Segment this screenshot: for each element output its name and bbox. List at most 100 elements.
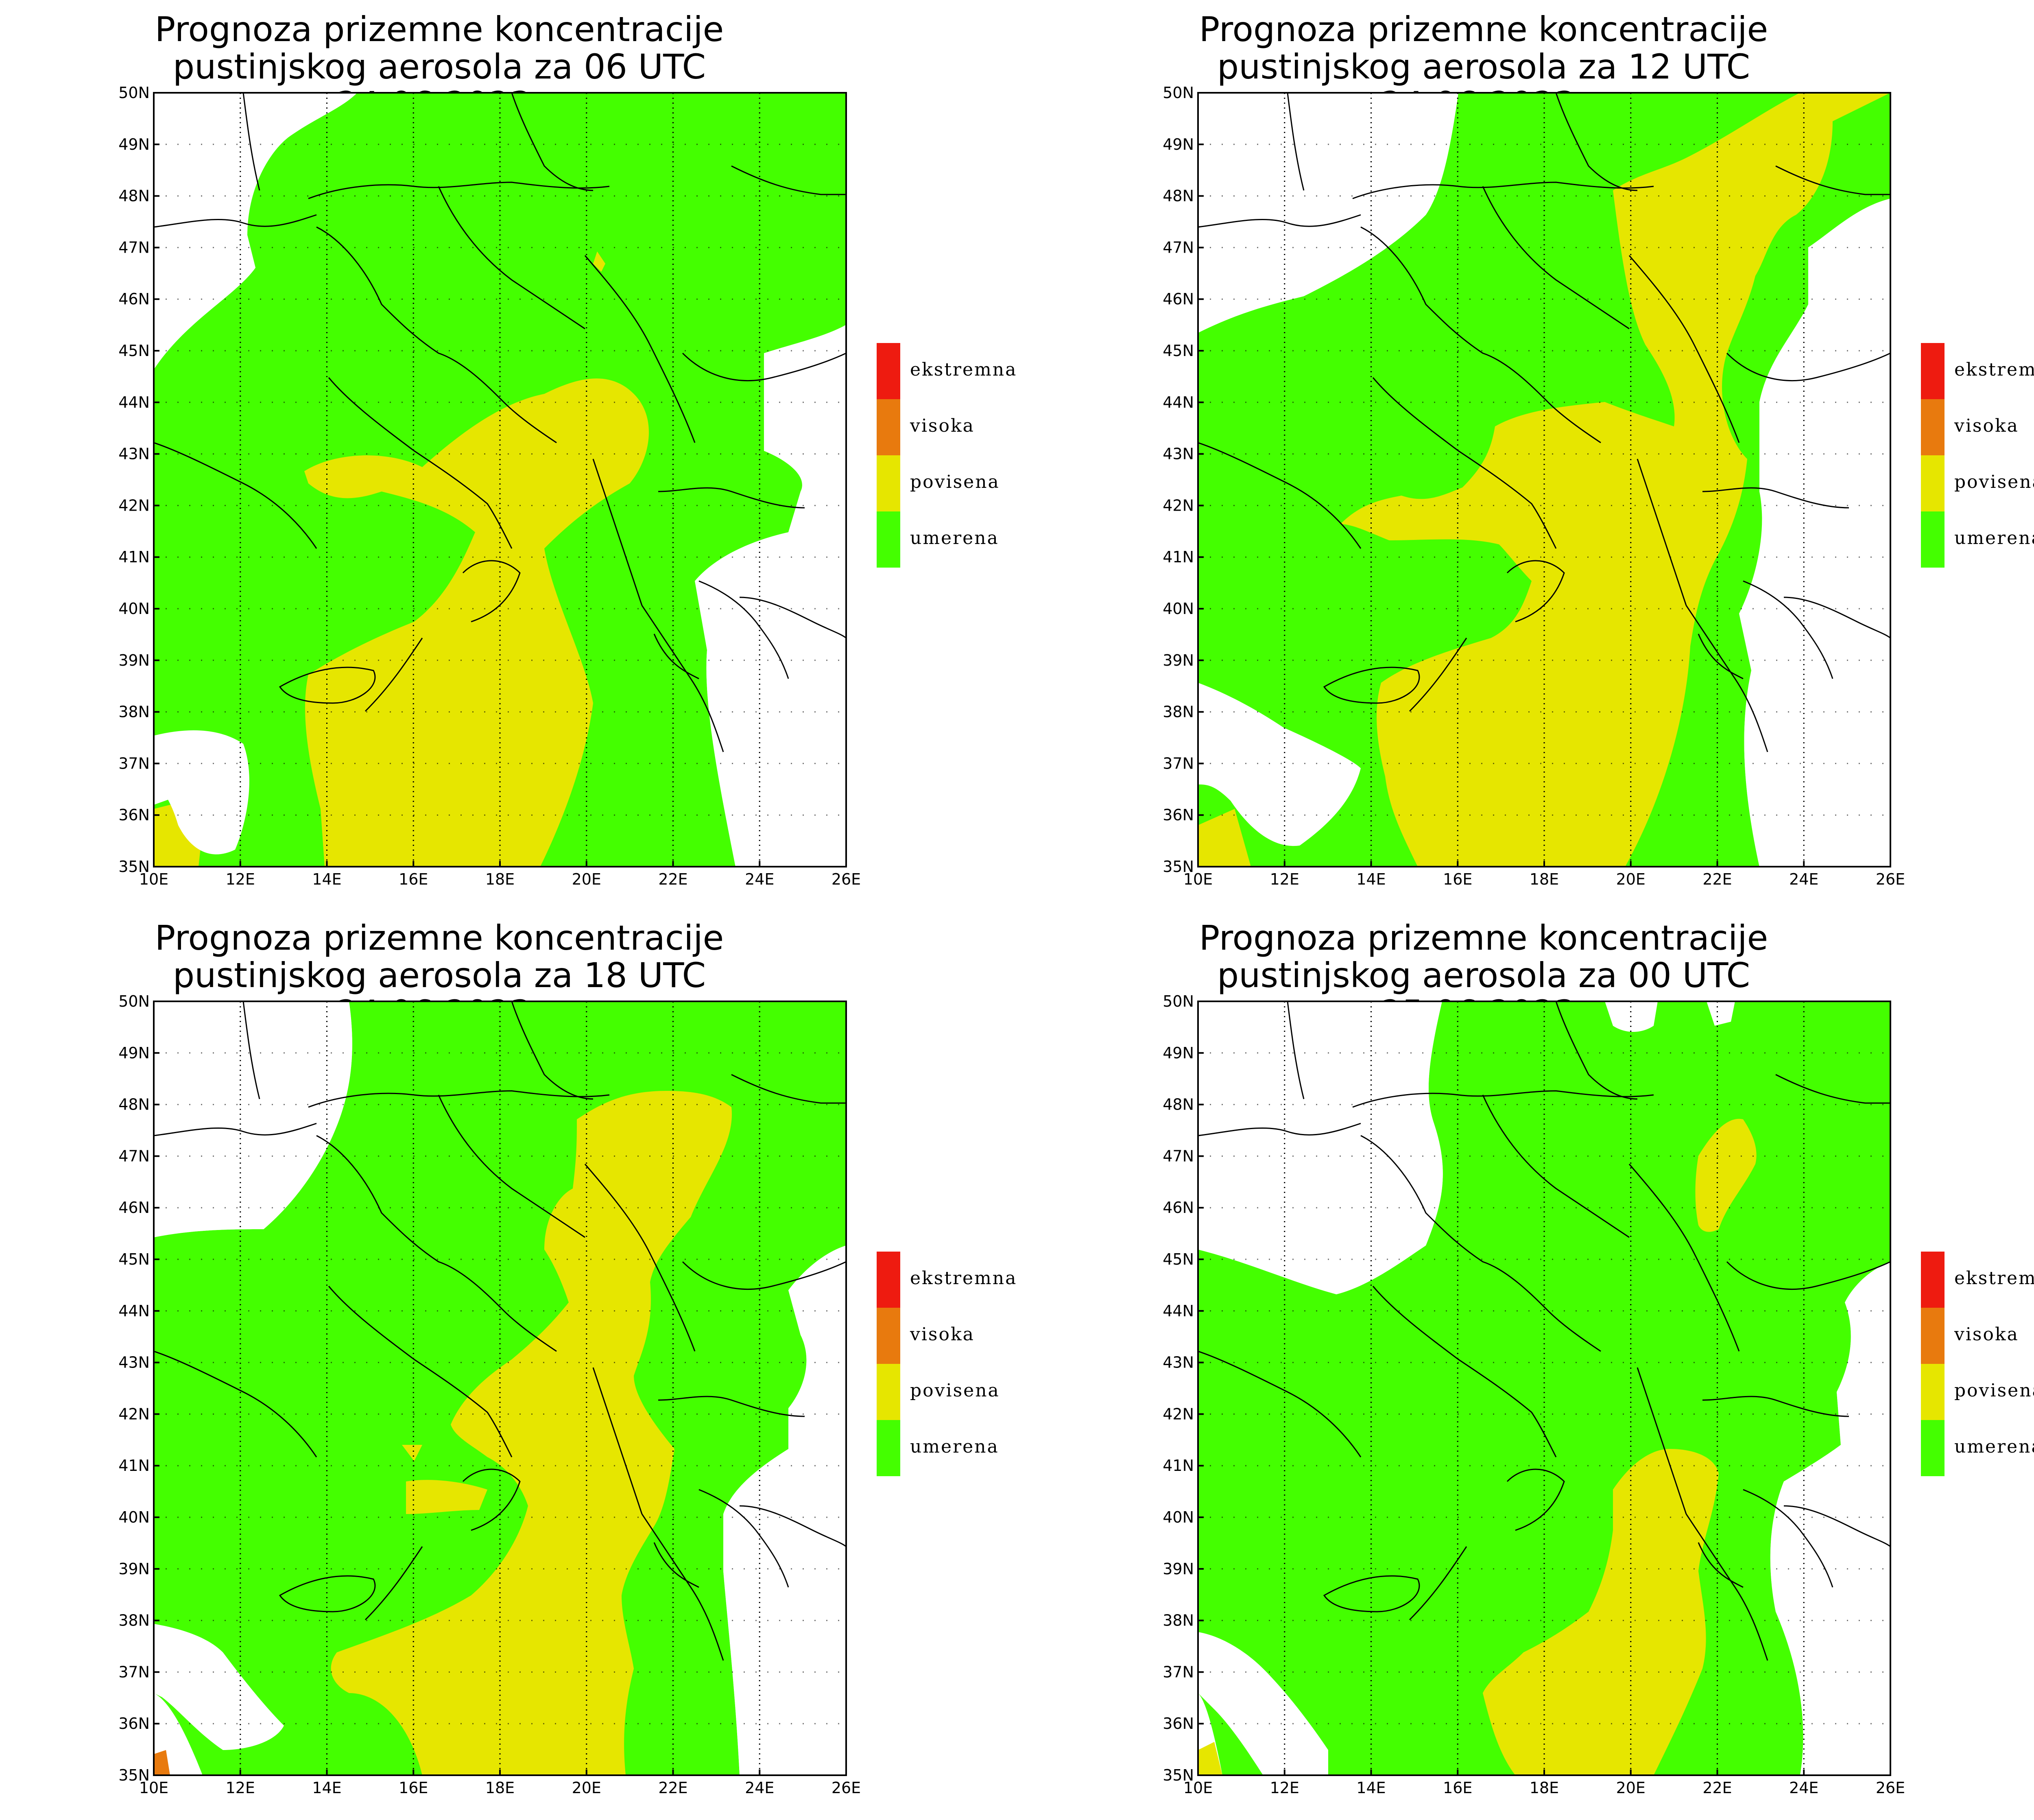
lat-tick-label: 45N	[1163, 1250, 1194, 1268]
lon-tick-label: 24E	[745, 870, 774, 888]
coastline	[328, 1286, 513, 1457]
no-data-region	[154, 1624, 284, 1750]
lat-tick-label: 49N	[118, 1044, 150, 1062]
coastline	[1637, 459, 1687, 606]
legend-swatch-povisena	[877, 455, 900, 511]
panel-title: Prognoza prizemne koncentracije pustinjs…	[73, 11, 805, 123]
coastline	[1409, 638, 1467, 712]
coastline	[1352, 181, 1654, 199]
lat-tick-label: 44N	[1163, 1302, 1194, 1320]
map-area	[1198, 1001, 1890, 1775]
map-area	[154, 1001, 846, 1775]
coastline	[279, 1575, 376, 1612]
coastline	[1360, 1135, 1601, 1352]
legend-label-povisena: povisena	[910, 1380, 1000, 1401]
coastline	[328, 377, 513, 549]
forecast-map: 50N 49N 48N 47N 46N 45N 44N 43N 42N 41N 40N 39N 38N 3…	[118, 992, 861, 1797]
forecast-map: 50N 49N 48N 47N 46N 45N 44N 43N 42N 41N 40N 39N 38N 3…	[1163, 84, 1905, 888]
lon-tick-label: 22E	[1702, 1779, 1732, 1797]
legend-label-povisena: povisena	[910, 472, 1000, 492]
legend-label-visoka: visoka	[1954, 415, 2019, 436]
coastline	[682, 1261, 846, 1290]
coastline	[1702, 1396, 1849, 1417]
lon-tick-label: 12E	[226, 870, 255, 888]
lon-tick-label: 18E	[485, 870, 515, 888]
legend-swatch-ekstremna	[877, 1252, 900, 1308]
lat-tick-label: 46N	[1163, 1199, 1194, 1217]
coastline	[739, 596, 846, 639]
forecast-panel-00utc: Prognoza prizemne koncentracije pustinjs…	[1044, 909, 2034, 1804]
coastline	[242, 1001, 260, 1099]
lat-tick-label: 42N	[1163, 496, 1194, 514]
no-data-region	[154, 1001, 352, 1237]
lon-tick-label: 12E	[226, 1779, 255, 1797]
lat-tick-label: 37N	[118, 754, 150, 772]
lon-tick-label: 22E	[1702, 870, 1732, 888]
coastline	[511, 93, 594, 191]
legend-swatch-povisena	[877, 1364, 900, 1420]
lat-tick-label: 40N	[1163, 1508, 1194, 1526]
coastline	[658, 487, 805, 509]
lat-tick-label: 41N	[118, 1457, 150, 1475]
lon-tick-label: 10E	[139, 870, 168, 888]
lat-tick-label: 48N	[118, 1096, 150, 1114]
no-data-region	[154, 93, 357, 369]
coastline	[592, 459, 643, 606]
coastline	[1783, 596, 1890, 639]
no-data-region	[1198, 1632, 1328, 1775]
coastline	[242, 93, 260, 191]
no-data-region	[706, 536, 846, 867]
lat-tick-label: 36N	[1163, 806, 1194, 824]
lat-tick-label: 40N	[118, 1508, 150, 1526]
lat-tick-label: 44N	[118, 393, 150, 411]
coastline	[364, 1546, 423, 1621]
lat-tick-label: 50N	[1163, 992, 1194, 1010]
coastline	[1555, 93, 1638, 191]
forecast-panel-06utc: Prognoza prizemne koncentracije pustinjs…	[0, 0, 1017, 895]
no-data-region	[1770, 1445, 1890, 1775]
coastline	[731, 1074, 846, 1104]
coastline	[1287, 93, 1305, 191]
coastline	[1506, 1468, 1565, 1531]
no-data-region	[154, 730, 249, 854]
coastline	[1726, 1261, 1890, 1290]
legend-swatch-ekstremna	[1921, 1252, 1945, 1308]
lat-tick-label: 36N	[118, 1715, 150, 1733]
povisena-region	[1483, 1449, 1719, 1775]
coastline	[592, 1367, 643, 1514]
map-area	[1198, 93, 1890, 867]
lon-tick-label: 24E	[745, 1779, 774, 1797]
lat-tick-label: 50N	[1163, 84, 1194, 102]
lat-tick-label: 35N	[118, 1766, 150, 1784]
lat-tick-label: 39N	[1163, 651, 1194, 669]
coastline	[1555, 1001, 1638, 1100]
lat-tick-label: 37N	[118, 1663, 150, 1681]
coastline	[1198, 1350, 1362, 1457]
lon-tick-label: 24E	[1789, 870, 1818, 888]
legend-swatch-visoka	[1921, 399, 1945, 455]
lat-tick-label: 48N	[1163, 1096, 1194, 1114]
legend-label-ekstremna: ekstremna	[910, 359, 1017, 380]
legend-swatch-ekstremna	[877, 343, 900, 399]
lat-tick-label: 40N	[1163, 600, 1194, 618]
lat-tick-label: 38N	[1163, 1612, 1194, 1630]
povisena-region	[593, 251, 605, 272]
lat-tick-label: 46N	[118, 1199, 150, 1217]
lat-tick-label: 44N	[118, 1302, 150, 1320]
coastline	[154, 1350, 317, 1457]
coastline	[1698, 1542, 1744, 1588]
lon-tick-label: 14E	[1356, 870, 1386, 888]
lat-tick-label: 40N	[118, 600, 150, 618]
lat-tick-label: 35N	[1163, 858, 1194, 876]
coastline	[438, 186, 585, 330]
coastline	[1482, 1095, 1630, 1238]
coastline	[1372, 377, 1557, 549]
coastline	[653, 634, 699, 679]
lon-tick-label: 26E	[1876, 1779, 1905, 1797]
lat-tick-label: 41N	[118, 548, 150, 566]
lat-tick-label: 37N	[1163, 1663, 1194, 1681]
lat-tick-label: 35N	[1163, 1766, 1194, 1784]
lat-tick-label: 48N	[1163, 187, 1194, 205]
lat-tick-label: 48N	[118, 187, 150, 205]
lat-tick-label: 44N	[1163, 393, 1194, 411]
